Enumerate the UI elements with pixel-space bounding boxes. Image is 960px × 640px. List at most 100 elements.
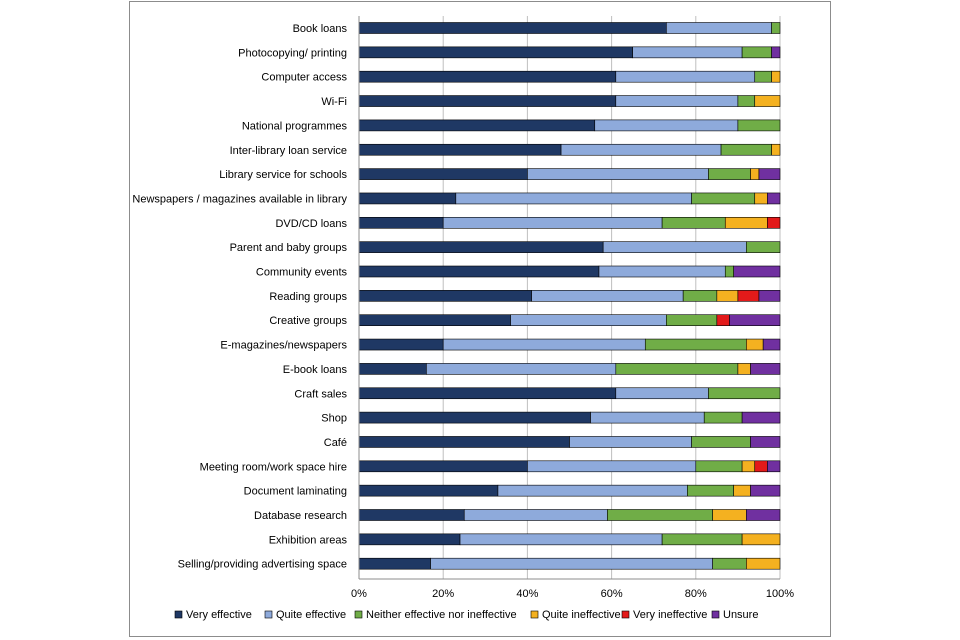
bar-segment	[358, 22, 667, 34]
bar-segment	[716, 314, 730, 327]
legend: Very effective Quite effective Neither eff…	[174, 609, 758, 621]
bars	[358, 22, 781, 570]
bar-segment	[607, 509, 713, 521]
category-label: Wi-Fi	[321, 96, 347, 108]
legend-label: Unsure	[723, 609, 758, 621]
bar-segment	[716, 290, 739, 302]
category-label: Café	[324, 437, 347, 449]
bar-segment	[358, 387, 617, 400]
legend-label: Very effective	[186, 609, 252, 621]
bar-segment	[666, 22, 772, 34]
bar-segment	[754, 70, 772, 83]
bar-segment	[750, 436, 781, 448]
category-label: National programmes	[242, 120, 348, 132]
bar-segment	[598, 265, 726, 278]
bar-segment	[644, 338, 747, 351]
category-label: Inter-library loan service	[230, 145, 347, 157]
bar-segment	[497, 484, 688, 497]
bar-segment	[729, 314, 781, 327]
bar-segment	[767, 217, 781, 229]
bar-segment	[746, 509, 781, 521]
x-axis: 0% 20% 40% 60% 80% 100%	[351, 16, 794, 600]
bar-segment	[750, 363, 781, 375]
bar-segment	[737, 95, 756, 107]
bar-segment	[737, 290, 760, 302]
bar-segment	[750, 168, 760, 180]
category-label: Database research	[254, 510, 347, 522]
legend-swatch	[621, 610, 630, 619]
bar-segment	[560, 143, 722, 156]
bar-segment	[358, 314, 511, 327]
bar-segment	[724, 217, 768, 229]
x-tick-label: 40%	[516, 588, 538, 600]
bar-segment	[358, 217, 444, 229]
legend-label: Quite ineffective	[542, 609, 621, 621]
bar-segment	[754, 95, 781, 107]
bar-segment	[750, 484, 781, 497]
bar-segment	[687, 484, 734, 497]
bar-segment	[746, 338, 764, 351]
bar-segment	[746, 557, 781, 570]
bar-segment	[455, 192, 692, 205]
bar-segment	[737, 363, 751, 375]
bar-segment	[358, 95, 617, 107]
bar-segment	[632, 46, 743, 59]
bar-segment	[463, 509, 608, 521]
stacked-bar-chart: Book loans Photocopying/ printing Computer…	[132, 16, 794, 621]
legend-swatch	[354, 610, 363, 619]
category-label: E-book loans	[283, 364, 348, 376]
bar-segment	[527, 460, 697, 473]
bar-segment	[358, 533, 461, 546]
bar-segment	[358, 460, 528, 473]
bar-segment	[691, 436, 751, 448]
bar-segment	[615, 363, 739, 375]
bar-segment	[510, 314, 667, 327]
legend-swatch	[711, 610, 720, 619]
bar-segment	[712, 557, 747, 570]
bar-segment	[661, 533, 743, 546]
bar-segment	[720, 143, 772, 156]
bar-segment	[771, 46, 781, 59]
bar-segment	[358, 143, 562, 156]
bar-segment	[358, 46, 633, 59]
bar-segment	[358, 436, 570, 448]
category-label: Reading groups	[269, 291, 347, 303]
category-label: Community events	[256, 267, 348, 279]
bar-segment	[695, 460, 743, 473]
bar-segment	[594, 119, 739, 132]
category-label: Creative groups	[269, 315, 347, 327]
bar-segment	[442, 217, 663, 229]
legend-swatch	[174, 610, 183, 619]
bar-segment	[771, 22, 781, 34]
bar-segment	[724, 265, 734, 278]
bar-segment	[771, 70, 781, 83]
bar-segment	[741, 411, 781, 424]
x-tick-label: 60%	[601, 588, 623, 600]
category-label: Shop	[321, 413, 347, 425]
bar-segment	[712, 509, 747, 521]
bar-segment	[358, 168, 528, 180]
bar-segment	[569, 436, 692, 448]
legend-label: Quite effective	[276, 609, 346, 621]
bar-segment	[358, 192, 457, 205]
bar-segment	[590, 411, 705, 424]
bar-segment	[741, 46, 772, 59]
bar-segment	[661, 217, 726, 229]
bar-segment	[358, 484, 499, 497]
bar-segment	[602, 241, 747, 253]
bar-segment	[741, 460, 756, 473]
legend-swatch	[530, 610, 539, 619]
category-label: Computer access	[261, 72, 347, 84]
bar-segment	[666, 314, 718, 327]
bar-segment	[358, 119, 596, 132]
bar-segment	[767, 192, 781, 205]
bar-segment	[741, 533, 781, 546]
category-label: DVD/CD loans	[275, 218, 347, 230]
bar-segment	[733, 484, 751, 497]
bar-segment	[615, 387, 709, 400]
category-label: Photocopying/ printing	[238, 47, 347, 59]
bar-segment	[754, 460, 768, 473]
bar-segment	[442, 338, 646, 351]
bar-segment	[708, 387, 781, 400]
category-label: Craft sales	[294, 388, 347, 400]
